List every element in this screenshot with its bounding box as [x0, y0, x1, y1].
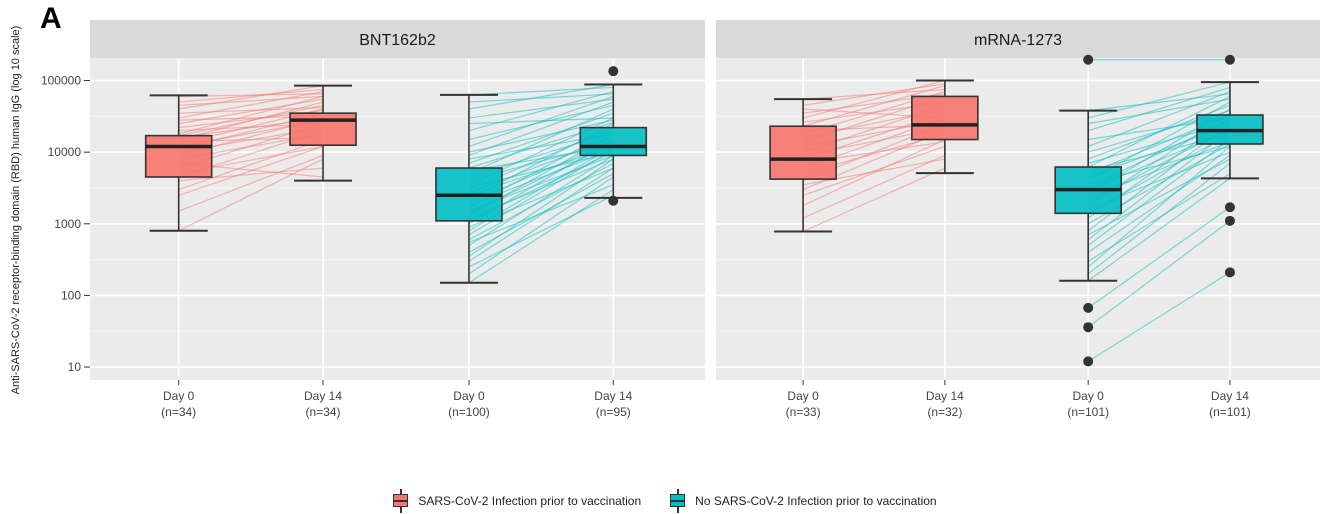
paired-line	[1087, 220, 1231, 328]
paired-line	[468, 93, 614, 103]
paired-line	[178, 145, 324, 196]
paired-line	[802, 158, 945, 186]
paired-line	[468, 117, 614, 125]
paired-line	[468, 176, 614, 275]
x-tick-label: Day 0	[1073, 389, 1105, 403]
paired-line	[468, 189, 614, 284]
paired-line	[178, 167, 324, 182]
legend-label-not-infected: No SARS-CoV-2 Infection prior to vaccina…	[695, 494, 937, 508]
paired-line	[1087, 158, 1231, 236]
outlier-point	[1224, 54, 1235, 65]
box	[911, 95, 979, 141]
facet-panel-0: BNT162b2 Day 0 (n=34) Day 14 (n=34) Day 0 (n=1…	[90, 20, 705, 419]
paired-line	[468, 184, 614, 243]
x-tick-sublabel: (n=100)	[448, 405, 490, 419]
paired-line	[1087, 130, 1231, 241]
x-tick-label: Day 0	[787, 389, 819, 403]
paired-line	[178, 154, 324, 212]
box	[289, 112, 357, 147]
x-tick-sublabel: (n=101)	[1209, 405, 1251, 419]
paired-line	[178, 84, 324, 110]
x-tick-label: Day 14	[1211, 389, 1249, 403]
plot-background	[90, 58, 705, 380]
outlier-point	[1083, 322, 1094, 333]
paired-line	[178, 91, 324, 119]
box	[144, 134, 213, 178]
paired-line	[468, 95, 614, 148]
outlier-point	[1083, 54, 1094, 65]
outlier-point	[608, 195, 619, 206]
x-tick-label: Day 14	[594, 389, 632, 403]
y-tick-label: 100	[61, 288, 81, 302]
paired-line	[1087, 177, 1231, 282]
paired-line	[1087, 162, 1231, 275]
paired-line	[468, 91, 614, 132]
paired-line	[178, 88, 324, 103]
x-tick-label: Day 14	[926, 389, 964, 403]
paired-line	[468, 108, 614, 175]
paired-line	[803, 88, 945, 100]
paired-line	[468, 154, 614, 246]
paired-line	[178, 106, 324, 114]
x-tick-sublabel: (n=34)	[306, 405, 341, 419]
x-tick-sublabel: (n=32)	[927, 405, 962, 419]
x-tick-label: Day 14	[304, 389, 342, 403]
paired-line	[178, 95, 324, 106]
legend-item-infected: SARS-CoV-2 Infection prior to vaccinatio…	[392, 489, 642, 513]
paired-line	[178, 104, 324, 137]
paired-line	[468, 167, 614, 262]
y-tick-label: 10	[68, 360, 82, 374]
outlier-point	[1224, 215, 1235, 226]
outlier-point	[608, 66, 619, 77]
outlier-point	[1083, 302, 1094, 313]
panel-letter: A	[40, 2, 62, 35]
paired-line	[468, 162, 614, 241]
paired-line	[1088, 81, 1231, 119]
x-tick-sublabel: (n=33)	[786, 405, 821, 419]
legend-item-not-infected: No SARS-CoV-2 Infection prior to vaccina…	[669, 489, 937, 513]
legend: SARS-CoV-2 Infection prior to vaccinatio…	[0, 489, 1329, 513]
x-tick-sublabel: (n=34)	[161, 405, 196, 419]
paired-line	[802, 154, 946, 219]
paired-line	[1087, 173, 1231, 262]
legend-key-infected	[392, 489, 410, 513]
outlier-point	[1224, 202, 1235, 213]
paired-line	[802, 145, 946, 196]
paired-line	[468, 86, 614, 96]
paired-line	[1087, 91, 1231, 148]
paired-line	[1087, 271, 1231, 362]
facet-title: BNT162b2	[359, 32, 436, 49]
y-tick-label: 1000	[54, 217, 81, 231]
x-tick-sublabel: (n=101)	[1067, 405, 1109, 419]
outlier-point	[1224, 267, 1235, 278]
paired-line	[468, 104, 614, 141]
chart: 10 100 1000 10000 100000 BNT162b2 Day 0 (n=34) D…	[41, 20, 1320, 419]
facet-title: mRNA-1273	[974, 32, 1062, 49]
x-tick-sublabel: (n=95)	[596, 405, 631, 419]
paired-line	[178, 138, 324, 191]
x-tick-label: Day 0	[453, 389, 485, 403]
legend-label-infected: SARS-CoV-2 Infection prior to vaccinatio…	[418, 494, 642, 508]
paired-line	[1088, 86, 1231, 132]
x-tick-label: Day 0	[163, 389, 195, 403]
paired-line	[178, 158, 324, 232]
paired-line	[802, 79, 946, 119]
paired-line	[468, 119, 614, 153]
outlier-point	[1083, 356, 1094, 367]
paired-line	[802, 167, 946, 233]
paired-line	[468, 194, 614, 268]
box	[579, 126, 648, 157]
legend-key-not-infected	[669, 489, 687, 513]
paired-line	[1087, 206, 1231, 309]
box	[769, 125, 837, 180]
paired-line	[468, 98, 614, 119]
y-tick-label: 100000	[41, 74, 81, 88]
paired-line	[1088, 93, 1231, 112]
facet-strip	[716, 20, 1320, 58]
facet-strip	[90, 20, 705, 58]
paired-line	[1088, 98, 1231, 125]
y-tick-label: 10000	[48, 145, 82, 159]
facet-panel-1: mRNA-1273 Day 0 (n=33) Day 14 (n=32) Day 0 (n=…	[716, 20, 1320, 419]
